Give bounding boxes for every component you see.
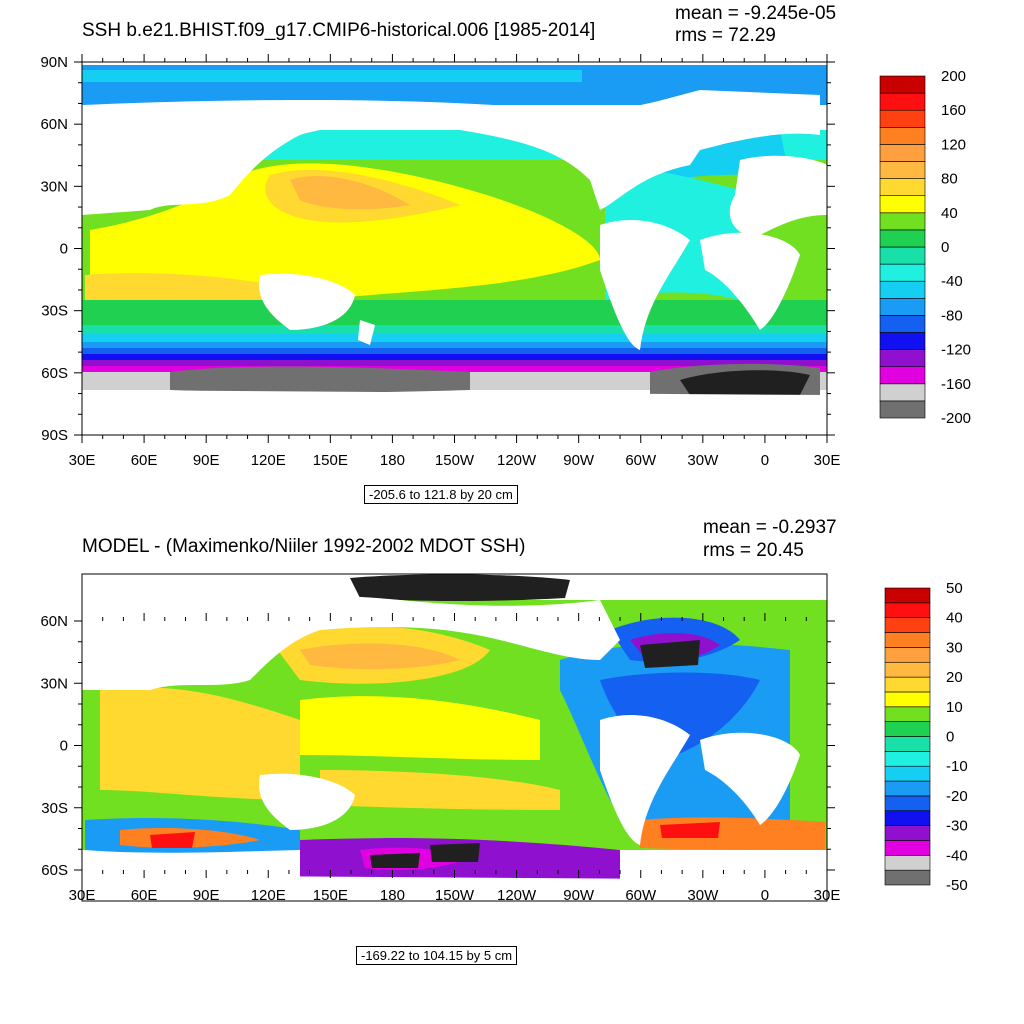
panel2-y-tick-label: 30N (40, 675, 68, 692)
panel1-y-tick-label: 60S (41, 365, 68, 382)
panel2-x-tick-label: 60W (625, 887, 657, 904)
panel2-x-tick-label: 90E (193, 887, 220, 904)
panel1-x-tick-label: 30W (687, 452, 719, 469)
panel2-x-tick-label: 30E (69, 887, 96, 904)
panel2-y-tick-label: 30S (41, 800, 68, 817)
panel2-x-tick-label: 30E (814, 887, 841, 904)
panel1-x-tick-label: 60E (131, 452, 158, 469)
panel1-mean: mean = -9.245e-05 (675, 3, 837, 24)
panel1-y-tick-label: 30N (40, 178, 68, 195)
panel2-y-tick-label: 0 (60, 738, 68, 755)
panel2-x-tick-label: 120W (497, 887, 537, 904)
panel1-rms: rms = 72.29 (675, 25, 776, 46)
panel2-x-tick-label: 150W (435, 887, 475, 904)
panel1-range-label: -205.6 to 121.8 by 20 cm (364, 485, 518, 504)
panel1-x-tick-label: 180 (380, 452, 405, 469)
panel2-x-tick-label: 120E (251, 887, 286, 904)
panel1-x-tick-label: 120E (251, 452, 286, 469)
panel2-y-tick-label: 60N (40, 613, 68, 630)
panel1-y-tick-label: 90S (41, 427, 68, 444)
panel1-y-tick-label: 60N (40, 116, 68, 133)
panel1-x-tick-label: 0 (761, 452, 769, 469)
panel2-mean: mean = -0.2937 (703, 517, 837, 538)
panel1-x-tick-label: 150E (313, 452, 348, 469)
panel2-title: MODEL - (Maximenko/Niiler 1992-2002 MDOT… (82, 536, 526, 557)
panel2-rms: rms = 20.45 (703, 540, 804, 561)
panel2-range-label: -169.22 to 104.15 by 5 cm (356, 946, 518, 965)
panel1-x-tick-label: 30E (814, 452, 841, 469)
panel2-y-tick-label: 60S (41, 862, 68, 879)
panel2-x-tick-label: 180 (380, 887, 405, 904)
panel1-x-tick-label: 60W (625, 452, 657, 469)
panel1-x-tick-label: 90E (193, 452, 220, 469)
panel2-x-tick-label: 90W (563, 887, 595, 904)
panel1-y-tick-label: 0 (60, 241, 68, 258)
panel1-x-tick-label: 120W (497, 452, 537, 469)
panel1-title: SSH b.e21.BHIST.f09_g17.CMIP6-historical… (82, 20, 596, 41)
panel2-x-tick-label: 60E (131, 887, 158, 904)
panel2-x-tick-label: 150E (313, 887, 348, 904)
panel2-x-tick-label: 30W (687, 887, 719, 904)
panel1-x-tick-label: 30E (69, 452, 96, 469)
panel2-x-tick-label: 0 (761, 887, 769, 904)
panel1-y-tick-label: 30S (41, 303, 68, 320)
panel1-x-tick-label: 90W (563, 452, 595, 469)
panel1-y-tick-label: 90N (40, 54, 68, 71)
panel1-x-tick-label: 150W (435, 452, 475, 469)
